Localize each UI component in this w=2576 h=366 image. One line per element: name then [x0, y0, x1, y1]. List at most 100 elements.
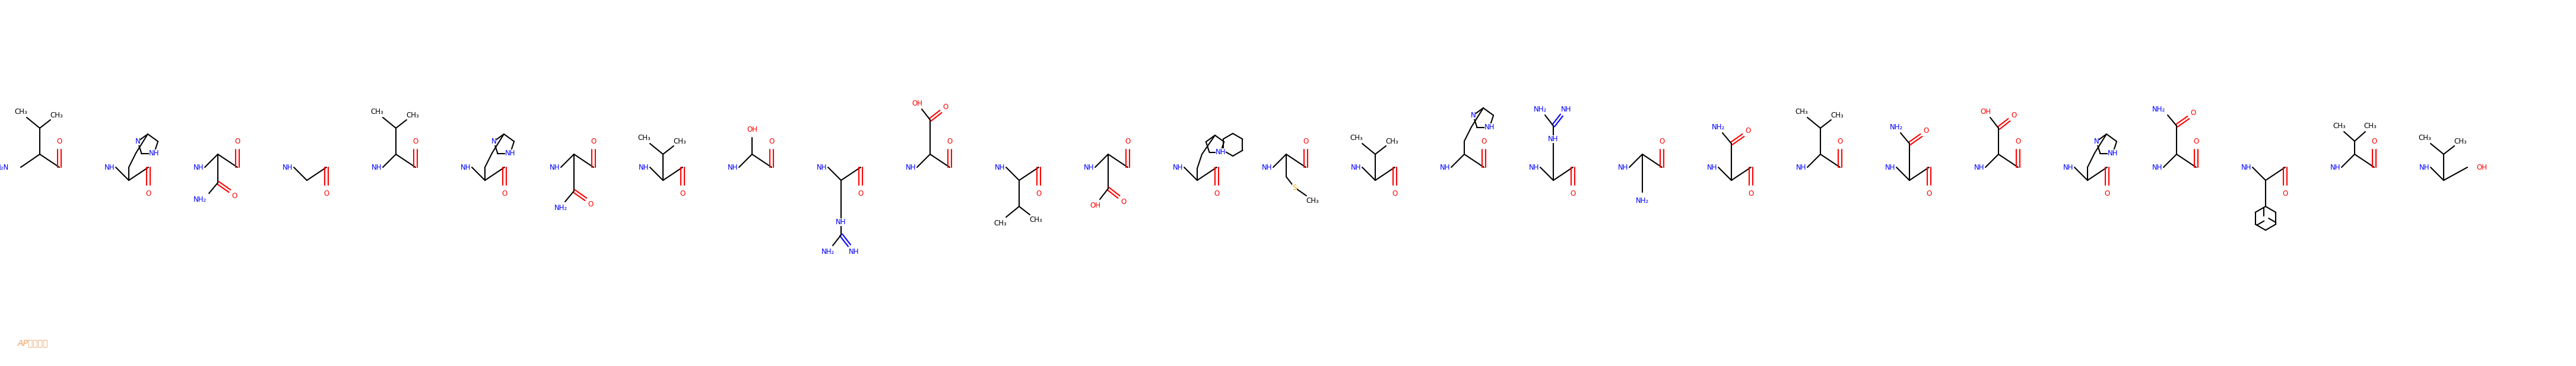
Text: NH: NH — [1484, 123, 1494, 131]
Text: NH: NH — [850, 248, 860, 255]
Text: NH₂: NH₂ — [1636, 197, 1649, 204]
Text: OH: OH — [1090, 201, 1100, 209]
Text: NH₂: NH₂ — [2151, 105, 2166, 113]
Text: O: O — [1571, 190, 1577, 197]
Text: O: O — [768, 137, 775, 145]
Text: O: O — [1391, 190, 1399, 197]
Text: NH: NH — [2419, 164, 2429, 171]
Text: O: O — [1303, 137, 1309, 145]
Text: NH: NH — [2063, 164, 2074, 171]
Text: NH: NH — [994, 164, 1005, 171]
Text: OH: OH — [1981, 108, 1991, 115]
Text: NH: NH — [1561, 105, 1571, 113]
Text: NH: NH — [1795, 164, 1806, 171]
Text: N: N — [134, 138, 139, 145]
Text: N: N — [1471, 112, 1476, 119]
Text: O: O — [2014, 137, 2020, 145]
Text: NH: NH — [1618, 164, 1628, 171]
Text: O: O — [858, 190, 863, 197]
Text: O: O — [147, 190, 152, 197]
Text: S: S — [1293, 184, 1296, 191]
Text: H₂N: H₂N — [0, 164, 8, 171]
Text: O: O — [1036, 190, 1041, 197]
Text: O: O — [325, 190, 330, 197]
Text: NH: NH — [1886, 164, 1896, 171]
Text: NH: NH — [907, 164, 917, 171]
Text: NH: NH — [1350, 164, 1363, 171]
Text: O: O — [1749, 190, 1754, 197]
Text: NH: NH — [505, 150, 515, 157]
Text: CH₃: CH₃ — [1030, 216, 1043, 223]
Text: O: O — [1213, 190, 1218, 197]
Text: O: O — [232, 192, 237, 199]
Text: CH₃: CH₃ — [407, 111, 420, 119]
Text: NH: NH — [461, 164, 471, 171]
Text: NH₂: NH₂ — [193, 195, 206, 203]
Text: O: O — [1121, 198, 1126, 206]
Text: O: O — [2190, 109, 2195, 116]
Text: O: O — [1126, 137, 1131, 145]
Text: NH: NH — [639, 164, 649, 171]
Text: CH₃: CH₃ — [49, 111, 62, 119]
Text: CH₃: CH₃ — [2334, 122, 2347, 130]
Text: NH: NH — [1548, 135, 1558, 143]
Text: NH₂: NH₂ — [822, 248, 835, 255]
Text: NH: NH — [1172, 164, 1182, 171]
Text: CH₃: CH₃ — [1350, 134, 1363, 142]
Text: CH₃: CH₃ — [1795, 108, 1808, 115]
Text: O: O — [590, 137, 595, 145]
Text: AP专肽生物: AP专肽生物 — [18, 339, 49, 347]
Text: NH: NH — [193, 164, 204, 171]
Text: N: N — [2094, 138, 2099, 145]
Text: O: O — [943, 103, 948, 111]
Text: NH: NH — [1708, 164, 1718, 171]
Text: O: O — [412, 137, 417, 145]
Text: NH: NH — [1440, 164, 1450, 171]
Text: O: O — [1927, 190, 1932, 197]
Text: CH₃: CH₃ — [15, 108, 28, 115]
Text: NH₂: NH₂ — [1710, 123, 1726, 131]
Text: NH: NH — [2241, 164, 2251, 171]
Text: NH: NH — [149, 150, 160, 157]
Text: O: O — [1659, 137, 1664, 145]
Text: CH₃: CH₃ — [1386, 137, 1399, 145]
Text: NH: NH — [2107, 150, 2117, 157]
Text: O: O — [502, 190, 507, 197]
Text: NH: NH — [283, 164, 294, 171]
Text: CH₃: CH₃ — [672, 137, 685, 145]
Text: O: O — [2192, 137, 2200, 145]
Text: CH₃: CH₃ — [1306, 197, 1319, 204]
Text: NH: NH — [549, 164, 559, 171]
Text: O: O — [587, 200, 592, 208]
Text: NH: NH — [106, 164, 116, 171]
Text: OH: OH — [2476, 164, 2486, 171]
Text: O: O — [1747, 127, 1752, 134]
Text: O: O — [2105, 190, 2110, 197]
Text: N: N — [492, 138, 497, 145]
Text: OH: OH — [912, 99, 922, 107]
Text: OH: OH — [747, 126, 757, 133]
Text: CH₃: CH₃ — [2365, 122, 2378, 130]
Text: NH: NH — [2154, 164, 2164, 171]
Text: CH₃: CH₃ — [371, 108, 384, 115]
Text: NH₂: NH₂ — [1891, 123, 1904, 131]
Text: CH₃: CH₃ — [636, 134, 652, 142]
Text: NH: NH — [1530, 164, 1540, 171]
Text: O: O — [234, 137, 240, 145]
Text: O: O — [2012, 111, 2017, 119]
Text: NH: NH — [729, 164, 739, 171]
Text: O: O — [2282, 190, 2287, 197]
Text: NH₂: NH₂ — [1533, 105, 1546, 113]
Text: CH₃: CH₃ — [2455, 137, 2468, 145]
Text: NH: NH — [2331, 164, 2342, 171]
Text: O: O — [1481, 137, 1486, 145]
Text: NH: NH — [1084, 164, 1095, 171]
Text: NH: NH — [1973, 164, 1984, 171]
Text: NH: NH — [1262, 164, 1273, 171]
Text: O: O — [57, 137, 62, 145]
Text: NH: NH — [817, 164, 827, 171]
Text: O: O — [2372, 137, 2378, 145]
Text: O: O — [1924, 127, 1929, 134]
Text: CH₃: CH₃ — [2419, 134, 2432, 142]
Text: NH₂: NH₂ — [554, 204, 567, 212]
